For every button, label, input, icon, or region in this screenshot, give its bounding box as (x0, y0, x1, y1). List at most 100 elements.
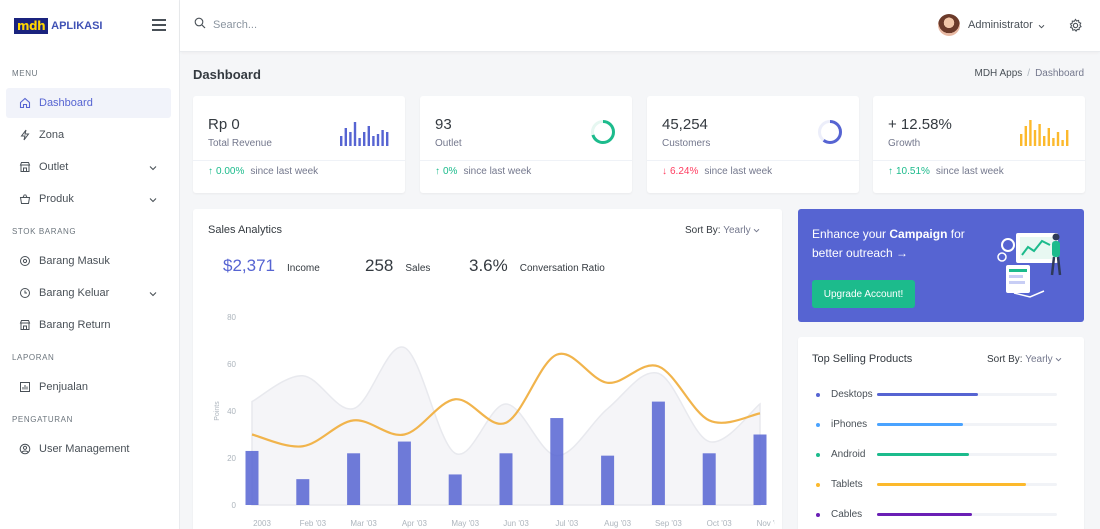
bar (550, 418, 564, 505)
promo-card: Enhance your Campaign for better outreac… (798, 209, 1084, 322)
product-bar-track (877, 423, 1057, 426)
product-name: Desktops (831, 389, 873, 400)
user-name[interactable]: Administrator (968, 19, 1033, 31)
sidebar-item-zona[interactable]: Zona (6, 120, 171, 150)
sparkbar (1061, 140, 1064, 146)
brand-name[interactable]: APLIKASI (51, 20, 103, 32)
user-menu[interactable]: Administrator (938, 14, 1045, 36)
product-row: Desktops (816, 389, 1057, 400)
sparkbar (363, 132, 366, 146)
sidebar-item-label: Barang Keluar (39, 287, 110, 299)
section-menu: MENU (12, 69, 38, 78)
sort-value: Yearly (723, 225, 751, 236)
arrow-up-icon: ↑ (888, 166, 893, 177)
x-tick-label: Feb '03 (300, 519, 327, 528)
bar (347, 453, 361, 505)
chevron-down-icon (753, 225, 760, 236)
sidebar-item-label: Produk (39, 193, 74, 205)
stat-since: since last week (704, 166, 773, 177)
product-dot (816, 392, 820, 397)
bar (397, 441, 411, 505)
sparkbar (386, 132, 389, 146)
income-value: $2,371 (223, 256, 275, 275)
sales-value: 258 (365, 256, 394, 275)
sparkbar (376, 134, 380, 146)
promo-text-bold: Campaign (889, 227, 948, 241)
sidebar-item-label: Outlet (39, 161, 69, 173)
revenue-sparkbar (340, 122, 389, 146)
bar (753, 434, 767, 505)
section-pengaturan: PENGATURAN (12, 415, 73, 424)
sidebar-item-user-management[interactable]: User Management (6, 434, 171, 464)
product-bar-fill (877, 423, 964, 426)
products-sort-dropdown[interactable]: Sort By: Yearly (987, 354, 1062, 365)
topbar: Administrator (180, 0, 1100, 52)
arrow-down-icon: ↓ (662, 166, 667, 177)
sidebar-item-produk[interactable]: Produk (6, 184, 171, 214)
product-bar-track (877, 453, 1057, 456)
sparkbar (344, 128, 347, 146)
sparkbar (349, 132, 352, 146)
sort-value: Yearly (1025, 354, 1053, 365)
sparkbar (358, 138, 361, 146)
sort-label: Sort By: (685, 225, 721, 236)
sidebar-item-label: Dashboard (39, 97, 93, 109)
basket-icon (18, 192, 32, 206)
sidebar-item-barang-keluar[interactable]: Barang Keluar (6, 278, 171, 308)
home-icon (18, 96, 32, 110)
stat-card-customers: 45,254 Customers ↓ 6.24% since last week (647, 96, 859, 193)
sparkbar (1052, 138, 1055, 146)
area-series (251, 346, 761, 506)
product-dot (816, 452, 820, 457)
sidebar-item-outlet[interactable]: Outlet (6, 152, 171, 182)
sidebar-item-barang-return[interactable]: Barang Return (6, 310, 171, 340)
sparkbar (353, 122, 357, 146)
x-tick-label: May '03 (451, 519, 479, 528)
product-bar-track (877, 483, 1057, 486)
sparkbar (1020, 134, 1023, 146)
sidebar-item-label: Barang Return (39, 319, 111, 331)
product-dot (816, 422, 820, 427)
sidebar-item-dashboard[interactable]: Dashboard (6, 88, 171, 118)
stat-since: since last week (463, 166, 532, 177)
growth-sparkbar (1020, 120, 1069, 146)
chevron-down-icon (149, 162, 157, 174)
sort-label: Sort By: (987, 354, 1023, 365)
brand-logo[interactable]: mdh (14, 18, 49, 34)
x-tick-label: Mar '03 (350, 519, 377, 528)
search-box[interactable] (194, 17, 413, 32)
arrow-up-icon: ↑ (435, 166, 440, 177)
sidebar: mdh APLIKASI MENU Dashboard Zona Outlet … (0, 0, 180, 529)
brand[interactable]: mdh APLIKASI (0, 0, 179, 52)
stat-value: Rp 0 (208, 116, 240, 133)
breadcrumb-current: Dashboard (1035, 68, 1084, 79)
menu-toggle-icon[interactable] (152, 19, 166, 31)
search-input[interactable] (213, 18, 413, 31)
chevron-down-icon (1055, 354, 1062, 365)
sidebar-item-penjualan[interactable]: Penjualan (6, 372, 171, 402)
breadcrumb-link[interactable]: MDH Apps (974, 68, 1023, 79)
stat-delta: 10.51% (896, 166, 930, 177)
sparkbar (1043, 136, 1046, 146)
stat-label: Total Revenue (208, 138, 272, 149)
sparkbar (1024, 126, 1027, 146)
avatar[interactable] (938, 14, 960, 36)
sales-sort-dropdown[interactable]: Sort By: Yearly (685, 225, 760, 236)
store-icon (18, 318, 32, 332)
y-tick-label: 0 (232, 501, 237, 510)
arrow-up-icon: ↑ (208, 166, 213, 177)
sparkbar (367, 126, 370, 146)
sales-label: Sales (405, 263, 431, 274)
upgrade-account-button[interactable]: Upgrade Account! (812, 280, 915, 308)
gear-icon[interactable] (1068, 18, 1083, 36)
sidebar-item-label: Barang Masuk (39, 255, 110, 267)
product-name: Cables (831, 509, 863, 520)
stat-delta: 0.00% (216, 166, 245, 177)
sidebar-item-barang-masuk[interactable]: Barang Masuk (6, 246, 171, 276)
settings-icon (18, 254, 32, 268)
sparkbar (1033, 130, 1037, 146)
x-tick-label: 2003 (253, 519, 271, 528)
stat-card-revenue: Rp 0 Total Revenue ↑ 0.00% since last we… (193, 96, 405, 193)
bar (651, 401, 665, 505)
y-tick-label: 40 (227, 407, 236, 416)
